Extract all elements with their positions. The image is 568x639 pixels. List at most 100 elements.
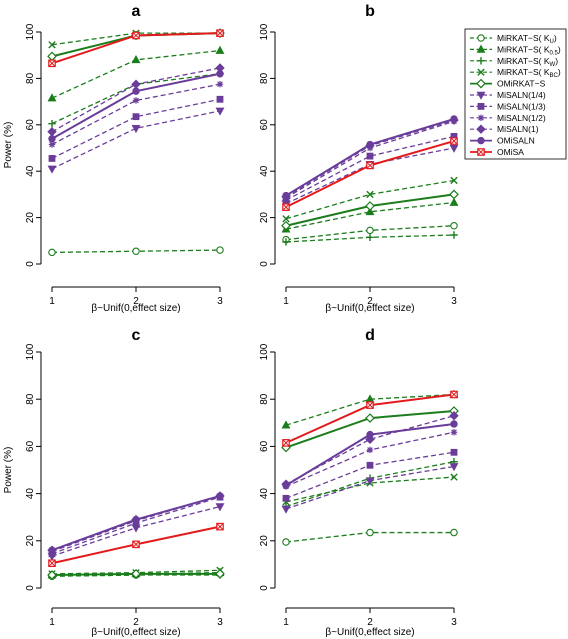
legend-label: MiRKAT−S( KBC) <box>497 67 561 79</box>
data-point <box>131 54 141 64</box>
x-tick-label-a: 1 <box>49 296 55 307</box>
series-c-10 <box>48 522 224 568</box>
data-point <box>366 161 374 170</box>
y-tick-label-a: 100 <box>25 23 36 40</box>
y-tick-label-b: 60 <box>259 119 270 131</box>
legend-entry: MiRKAT−S( K0.5) <box>470 44 561 56</box>
y-tick-label-b: 100 <box>259 23 270 40</box>
data-point <box>449 144 459 153</box>
y-tick-label-c: 40 <box>25 488 36 500</box>
data-point <box>48 248 56 257</box>
data-point <box>450 176 458 185</box>
panel-letter-c: c <box>132 327 141 344</box>
panel-letter-d: d <box>365 327 375 344</box>
data-point <box>450 473 458 481</box>
y-tick-label-a: 20 <box>25 212 36 224</box>
y-tick-label-d: 100 <box>259 343 270 360</box>
data-point <box>216 81 224 88</box>
legend-label: MiRKAT−S( KU) <box>497 33 557 45</box>
legend-entry: MiRKAT−S( KW) <box>470 56 558 68</box>
legend-marker <box>477 57 485 65</box>
data-point <box>132 31 140 40</box>
y-tick-label-c: 100 <box>25 343 36 360</box>
legend-label: OMiSALN <box>497 136 535 146</box>
x-tick-label-c: 2 <box>133 617 139 628</box>
legend-label: MiSALN(1/3) <box>497 101 546 111</box>
series-a-5 <box>47 107 225 174</box>
data-point <box>282 238 290 246</box>
data-point <box>132 97 140 104</box>
data-point <box>47 570 57 580</box>
series-d-6 <box>282 448 458 502</box>
data-point <box>365 477 375 486</box>
data-point <box>47 127 57 137</box>
data-point <box>450 420 458 428</box>
legend-marker <box>476 124 486 134</box>
series-line <box>285 415 455 485</box>
data-point <box>216 70 224 78</box>
data-point <box>48 41 56 49</box>
data-point <box>132 515 140 524</box>
data-point <box>450 137 458 145</box>
data-point <box>47 93 57 102</box>
data-point <box>215 107 225 116</box>
series-c-9 <box>48 492 224 554</box>
legend: MiRKAT−S( KU)MiRKAT−S( K0.5)MiRKAT−S( KW… <box>464 28 567 160</box>
x-axis-title-a: β~Unif(0,effect size) <box>91 303 180 314</box>
data-point <box>131 568 141 579</box>
y-tick-label-a: 0 <box>25 261 36 267</box>
panel-d: d 0 20 40 60 80 100 1 2 3 <box>259 327 459 628</box>
series-d-5 <box>281 463 459 514</box>
series-line <box>285 135 455 201</box>
x-tick-label-b: 2 <box>367 296 373 307</box>
data-point <box>48 546 56 554</box>
x-axis-title-d: β~Unif(0,effect size) <box>325 627 414 638</box>
legend-entry: MiRKAT−S( KU) <box>470 33 557 45</box>
x-tick-label-a: 2 <box>133 296 139 307</box>
series-a-0 <box>48 246 224 257</box>
data-point <box>366 233 374 242</box>
data-point <box>281 505 291 514</box>
data-point <box>366 152 374 160</box>
y-tick-label-a: 40 <box>25 165 36 177</box>
legend-entry: MiSALN(1) <box>470 124 539 134</box>
legend-label: OMiRKAT−S <box>497 79 546 89</box>
data-point <box>366 430 374 439</box>
legend-marker <box>477 68 485 76</box>
y-tick-label-b: 80 <box>259 72 270 84</box>
y-tick-label-a: 60 <box>25 119 36 131</box>
data-point <box>450 528 458 537</box>
x-tick-label-b: 1 <box>283 296 289 307</box>
data-point <box>216 492 224 500</box>
series-d-4 <box>281 406 459 453</box>
data-point <box>215 45 225 54</box>
data-point <box>216 522 224 531</box>
legend-label: MiSALN(1) <box>497 124 539 134</box>
data-point <box>48 141 56 148</box>
data-point <box>282 439 290 447</box>
y-axis-title-bottom: Power (%) <box>3 447 14 494</box>
legend-label: MiRKAT−S( K0.5) <box>497 44 561 56</box>
y-tick-label-c: 60 <box>25 440 36 452</box>
legend-entry: MiSALN(1/3) <box>470 101 546 111</box>
legend-marker <box>477 114 485 121</box>
panel-letter-b: b <box>365 3 375 20</box>
data-point <box>216 29 224 37</box>
series-line <box>285 179 455 220</box>
series-c-4 <box>47 568 225 580</box>
x-tick-label-c: 3 <box>217 617 223 628</box>
x-tick-label-a: 3 <box>217 296 223 307</box>
y-tick-label-b: 0 <box>259 261 270 267</box>
data-point <box>365 201 375 211</box>
data-point <box>365 206 375 216</box>
data-point <box>366 190 374 199</box>
data-point <box>366 461 374 469</box>
data-point <box>449 463 459 472</box>
legend-label: MiSALN(1/2) <box>497 113 546 123</box>
series-line <box>285 393 455 426</box>
legend-label: MiRKAT−S( KW) <box>497 56 558 68</box>
series-b-10 <box>282 137 458 211</box>
data-point <box>282 538 290 546</box>
x-axis-title-c: β~Unif(0,effect size) <box>91 627 180 638</box>
